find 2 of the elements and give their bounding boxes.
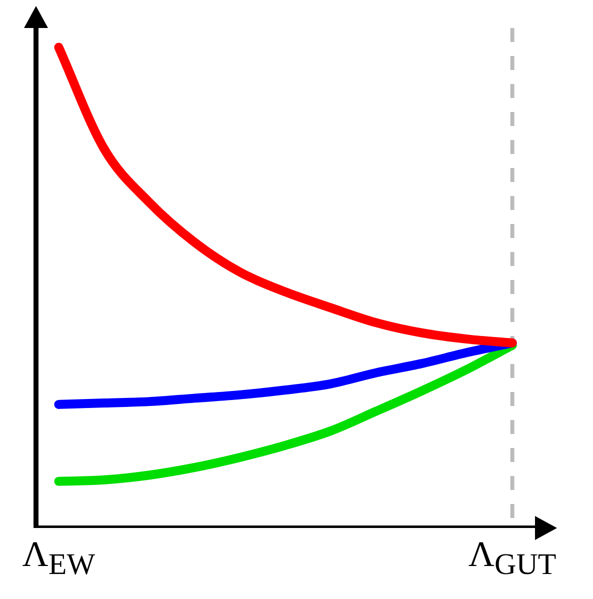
x-tick-label: Λ$_{GUT}$ <box>468 534 556 582</box>
x-tick-label: Λ$_{EW}$ <box>22 534 96 582</box>
